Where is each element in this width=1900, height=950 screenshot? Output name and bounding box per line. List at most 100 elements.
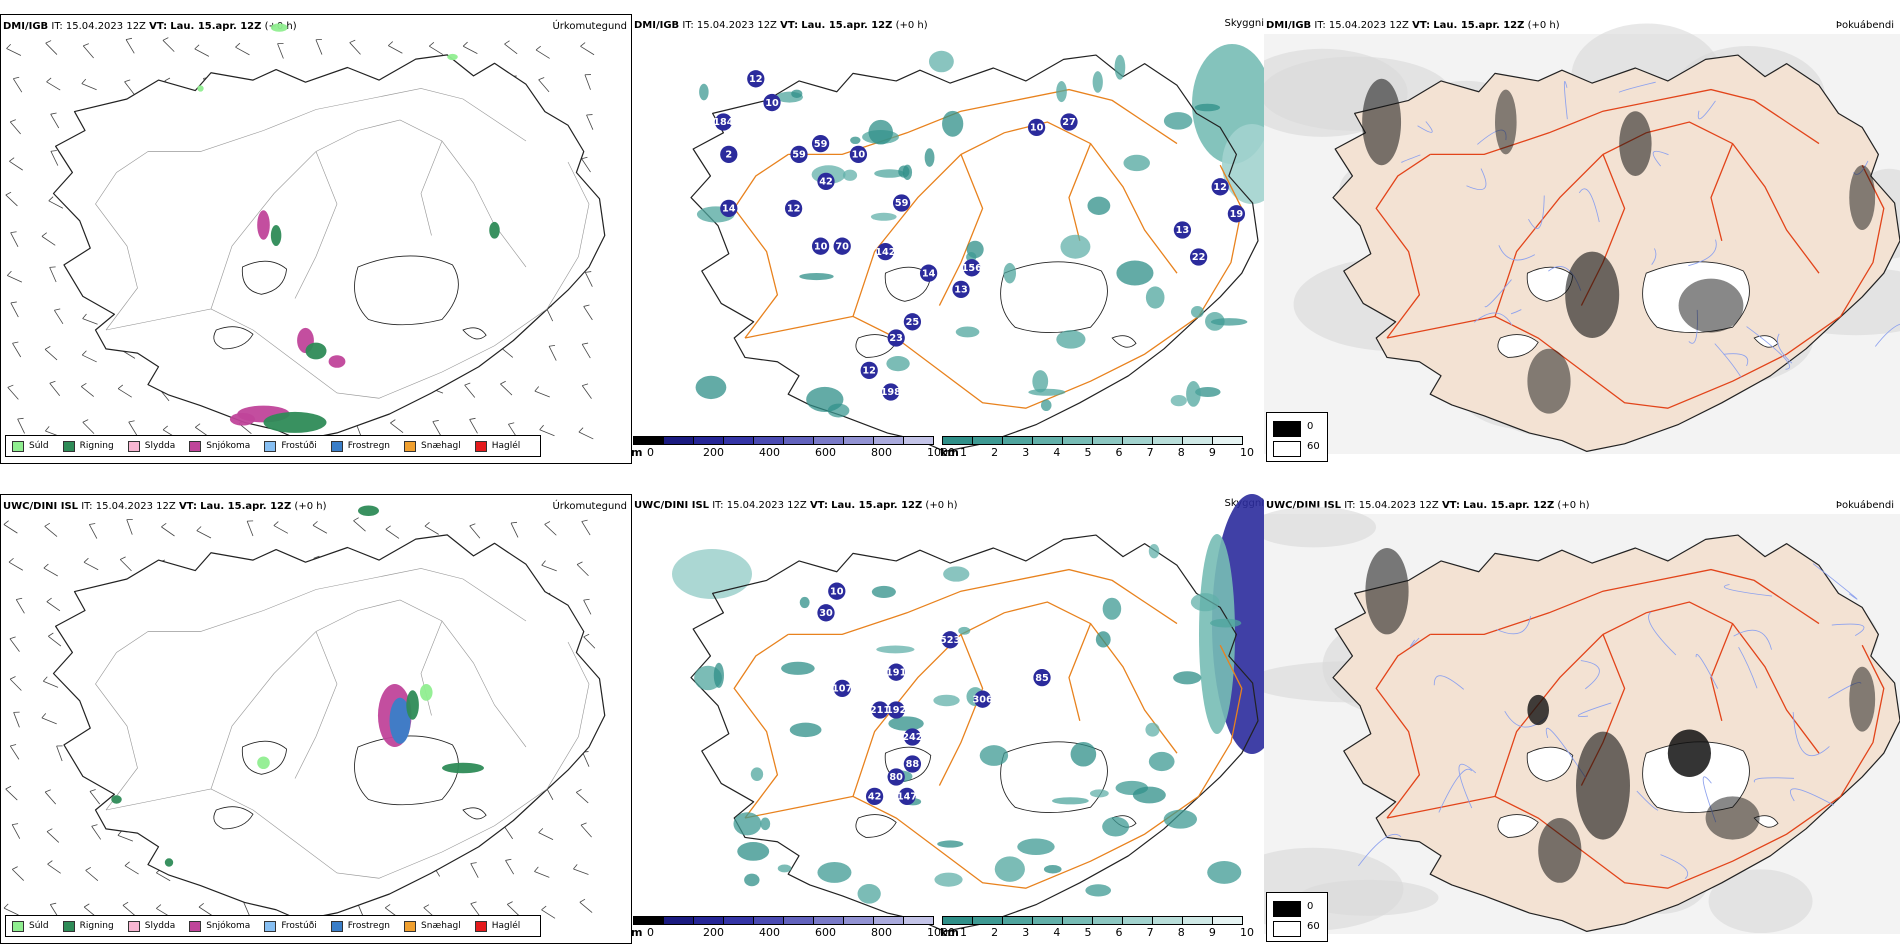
wind-barb-feather <box>12 341 19 344</box>
glacier-outline <box>1526 746 1574 782</box>
river-line <box>1648 611 1677 656</box>
wind-barb <box>242 901 251 917</box>
legend-label: Frostregn <box>347 441 391 451</box>
wind-barb-feather <box>429 42 435 47</box>
river-line <box>1484 279 1512 308</box>
wind-barb-feather <box>432 420 439 422</box>
glacier-outline <box>855 814 897 838</box>
road-line <box>733 153 789 339</box>
variable-label: Þokuábendi <box>1835 500 1894 511</box>
low-visibility-cell <box>811 237 830 255</box>
precip-type-map <box>3 505 606 921</box>
legend-swatch <box>189 920 202 932</box>
wind-barb <box>7 275 23 283</box>
road-line <box>210 599 527 790</box>
wind-barb <box>41 236 56 246</box>
visibility-value: 59 <box>792 150 806 161</box>
wind-barb <box>46 601 61 612</box>
legend-item: Frostregn <box>330 920 390 932</box>
wind-barb <box>15 599 25 614</box>
glacier-outline <box>1526 266 1574 302</box>
wind-barb-feather <box>313 555 320 559</box>
wind-barb-feather <box>349 39 356 43</box>
legend-swatch <box>62 440 75 452</box>
visibility-area <box>1194 103 1221 112</box>
colorbar-segment <box>903 916 934 925</box>
glacier-outline <box>1111 335 1137 348</box>
visibility-area <box>937 840 964 848</box>
wind-barb-feather <box>390 419 396 424</box>
wind-barb <box>49 382 61 397</box>
colorbar-tick: 200 <box>703 446 724 459</box>
wind-barb-feather <box>194 44 200 50</box>
visibility-area <box>817 861 852 883</box>
legend-swatch <box>127 920 140 932</box>
visibility-value: 10 <box>814 241 828 252</box>
visibility-area <box>1210 318 1248 326</box>
wind-barb <box>88 524 98 539</box>
wind-barb-feather <box>464 382 471 386</box>
wind-barb-feather <box>54 308 61 311</box>
wind-barb <box>48 200 64 209</box>
wind-barb <box>43 680 59 688</box>
colorbar-tick: 1000 <box>927 446 955 459</box>
fog-panel-dmi: DMI/IGB IT: 15.04.2023 12Z VT: Lau. 15.a… <box>1264 14 1900 464</box>
fog-legend-value: 60 <box>1307 441 1320 452</box>
colorbar-tick: 400 <box>759 926 780 939</box>
precip-cell <box>229 412 256 426</box>
wind-barb-feather <box>196 526 202 531</box>
wind-barb-feather <box>164 77 171 82</box>
fog-cell <box>1576 731 1630 840</box>
colorbar-tick: 5 <box>1084 446 1092 459</box>
visibility-area <box>933 694 960 707</box>
visibility-value: 23 <box>889 333 903 344</box>
visibility-value: 85 <box>1035 673 1049 684</box>
visibility-value: 13 <box>1176 225 1190 236</box>
wind-barb <box>586 114 594 130</box>
visibility-area <box>1102 816 1130 837</box>
visibility-area <box>750 767 764 781</box>
visibility-value: 10 <box>765 98 779 109</box>
road-line <box>788 88 1178 156</box>
colorbar-segment <box>1152 916 1183 925</box>
visibility-area <box>713 662 724 688</box>
visibility-area <box>1186 381 1201 407</box>
visibility-area <box>943 566 970 582</box>
river-line <box>1580 660 1600 690</box>
wind-barb-feather <box>534 866 539 872</box>
colorbar-tick: 200 <box>703 926 724 939</box>
fog-map <box>1264 506 1900 934</box>
visibility-panel-dmi: DMI/IGB IT: 15.04.2023 12Z VT: Lau. 15.a… <box>632 14 1264 464</box>
colorbar-unit: m <box>632 446 643 459</box>
low-visibility-cell <box>963 259 981 277</box>
river-line <box>1496 615 1531 635</box>
glacier-outline <box>1753 815 1779 828</box>
wind-barb <box>11 824 21 839</box>
river-line <box>1409 637 1420 648</box>
wind-barb-feather <box>576 789 582 793</box>
low-visibility-cell <box>887 329 905 347</box>
wind-barb-feather <box>3 520 9 525</box>
wind-barb-feather <box>510 521 518 524</box>
legend-swatch <box>189 440 202 452</box>
visibility-value: 42 <box>868 792 882 803</box>
wind-barb-feather <box>312 521 318 526</box>
panel-header: UWC/DINI ISL IT: 15.04.2023 12Z VT: Lau.… <box>634 500 958 511</box>
glacier-outline <box>354 255 459 326</box>
visibility-value: 211 <box>870 705 891 716</box>
river-line <box>1458 763 1477 809</box>
wind-barb <box>424 525 439 535</box>
visibility-colorbar: km 1 2 3 4 5 6 7 8 9 10 <box>940 916 1254 940</box>
fog-cell <box>1667 729 1711 777</box>
wind-barb <box>10 232 19 248</box>
fog-cell <box>1705 796 1760 840</box>
wind-barb <box>3 907 19 916</box>
colorbar-segment <box>873 916 904 925</box>
fog-swirl <box>1297 879 1439 916</box>
river-line <box>1723 584 1773 597</box>
wind-barb <box>124 81 135 95</box>
colorbar-tick: 7 <box>1146 926 1154 939</box>
wind-barb <box>6 48 22 56</box>
colorbar-segment <box>693 436 724 445</box>
colorbar-segment <box>972 916 1003 925</box>
